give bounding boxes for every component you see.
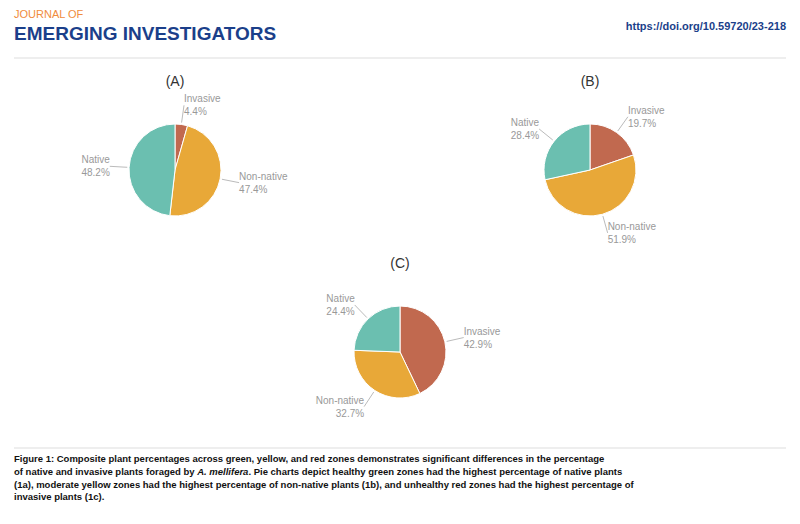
slice-category: Non-native bbox=[608, 221, 657, 232]
caption-line: invasive plants (1c). bbox=[14, 491, 104, 502]
slice-category: Native bbox=[326, 293, 355, 304]
page: JOURNAL OF EMERGING INVESTIGATORS https://… bbox=[0, 0, 800, 524]
chart-title: (C) bbox=[390, 255, 409, 271]
slices bbox=[354, 306, 446, 398]
slice-category: Invasive bbox=[628, 105, 665, 116]
slice bbox=[354, 306, 400, 352]
separator bbox=[14, 58, 786, 59]
caption-run: of native and invasive plants foraged by bbox=[14, 466, 197, 477]
slice-value-label: 28.4% bbox=[511, 130, 539, 141]
slice-category: Non-native bbox=[316, 395, 365, 406]
leader-line bbox=[110, 166, 127, 168]
slice-label: Non-native 32.7% bbox=[316, 395, 365, 419]
leader-line bbox=[618, 117, 628, 131]
chart-title: (B) bbox=[581, 73, 600, 89]
slice bbox=[170, 126, 221, 216]
caption-run: (1a), moderate yellow zones had the high… bbox=[14, 479, 635, 490]
slice-value-label: 32.7% bbox=[336, 408, 364, 419]
leader-line bbox=[539, 129, 553, 140]
caption-run: Figure 1: Composite plant percentages ac… bbox=[14, 453, 604, 464]
slices bbox=[544, 124, 636, 216]
slice-labels: Invasive 4.4% Non-native 47.4% Native 48.2% bbox=[81, 93, 287, 194]
slice-value-label: 4.4% bbox=[184, 106, 207, 117]
separator bbox=[14, 448, 786, 449]
leader-line bbox=[364, 392, 374, 407]
slice-labels: Invasive 19.7% Non-native 51.9% Native 28.4% bbox=[511, 105, 665, 245]
slice-value-label: 51.9% bbox=[608, 234, 636, 245]
pie-chart: Invasive 4.4% Non-native 47.4% Native 48.2% bbox=[81, 93, 287, 216]
pie-chart: Invasive 19.7% Non-native 51.9% Native 28.4% bbox=[511, 105, 665, 245]
pie-chart: Invasive 42.9% Non-native 32.7% Native 24.4% bbox=[316, 293, 501, 419]
slice-label: Native 24.4% bbox=[326, 293, 355, 317]
slice-value-label: 42.9% bbox=[464, 339, 492, 350]
slice-label: Invasive 4.4% bbox=[184, 93, 221, 117]
slices bbox=[129, 124, 221, 216]
slice-label: Non-native 51.9% bbox=[608, 221, 657, 245]
leader-line bbox=[447, 338, 464, 342]
slice-value-label: 48.2% bbox=[81, 167, 109, 178]
chart-title: (A) bbox=[166, 73, 185, 89]
caption-line: of native and invasive plants foraged by… bbox=[14, 466, 622, 477]
slice-label: Native 48.2% bbox=[81, 154, 110, 178]
caption-line: Figure 1: Composite plant percentages ac… bbox=[14, 453, 604, 464]
header-title: EMERGING INVESTIGATORS bbox=[14, 23, 276, 44]
caption-run: . Pie charts depict healthy green zones … bbox=[248, 466, 622, 477]
leader-line bbox=[355, 305, 367, 318]
slice-label: Non-native 47.4% bbox=[239, 171, 288, 195]
slice-category: Invasive bbox=[184, 93, 221, 104]
caption-run: A. mellifera bbox=[196, 466, 248, 477]
slice bbox=[354, 350, 420, 398]
slice bbox=[129, 124, 175, 216]
slice-category: Native bbox=[81, 154, 110, 165]
slice-labels: Invasive 42.9% Non-native 32.7% Native 24.4% bbox=[316, 293, 501, 419]
slice-value-label: 24.4% bbox=[326, 306, 354, 317]
leader-line bbox=[222, 179, 239, 182]
slice bbox=[544, 124, 590, 180]
slice-label: Invasive 42.9% bbox=[464, 326, 501, 350]
slice-value-label: 47.4% bbox=[239, 184, 267, 195]
caption-run: invasive plants (1c). bbox=[14, 491, 104, 502]
slice-label: Invasive 19.7% bbox=[628, 105, 665, 129]
caption-line: (1a), moderate yellow zones had the high… bbox=[14, 479, 635, 490]
slice-category: Non-native bbox=[239, 171, 288, 182]
slice-category: Invasive bbox=[464, 326, 501, 337]
slice-label: Native 28.4% bbox=[511, 117, 540, 141]
caption: Figure 1: Composite plant percentages ac… bbox=[14, 453, 635, 502]
slice-category: Native bbox=[511, 117, 540, 128]
header-doi: https://doi.org/10.59720/23-218 bbox=[626, 20, 786, 32]
slice-value-label: 19.7% bbox=[628, 118, 656, 129]
header-journal: JOURNAL OF bbox=[14, 8, 84, 20]
